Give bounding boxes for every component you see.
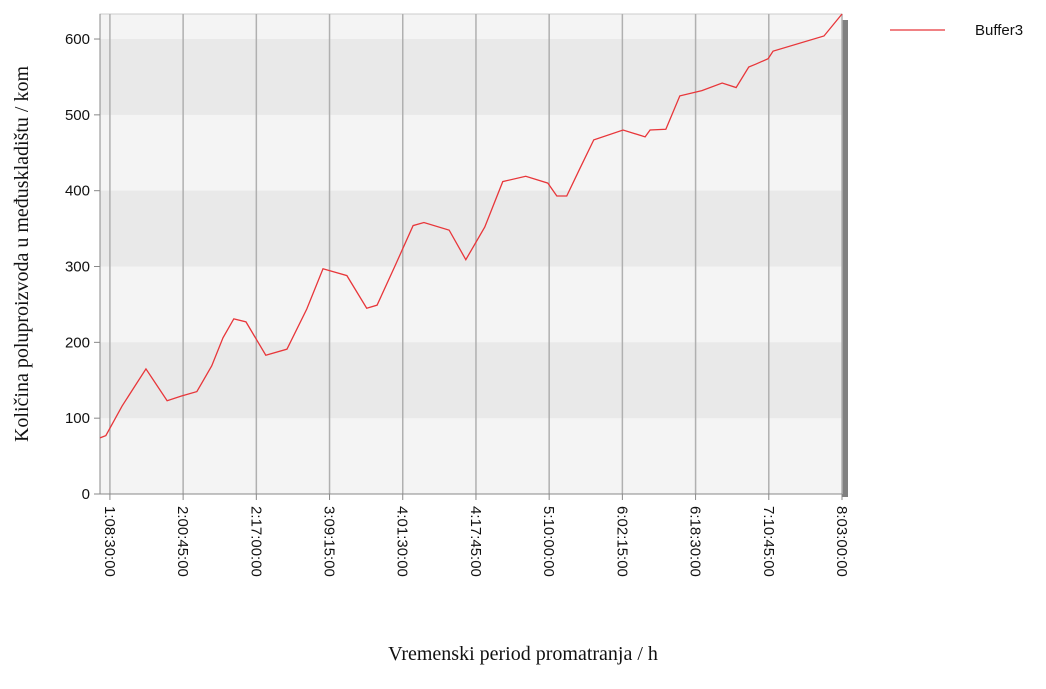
x-tick-label: 6:02:15:00 bbox=[613, 506, 630, 577]
grid-band bbox=[100, 39, 842, 115]
y-tick-label: 600 bbox=[65, 31, 90, 48]
x-tick-label: 3:09:15:00 bbox=[321, 506, 338, 577]
legend-label: Buffer3 bbox=[975, 22, 1023, 39]
plot-shadow bbox=[842, 20, 848, 497]
y-tick-label: 100 bbox=[65, 410, 90, 427]
x-tick-label: 1:08:30:00 bbox=[101, 506, 118, 577]
y-tick-label: 500 bbox=[65, 107, 90, 124]
plot-area bbox=[99, 13, 843, 495]
x-tick-label: 2:00:45:00 bbox=[174, 506, 191, 577]
data-line bbox=[99, 13, 843, 439]
x-tick-label: 4:17:45:00 bbox=[467, 506, 484, 577]
y-tick-label: 300 bbox=[65, 259, 90, 276]
y-tick-label: 200 bbox=[65, 334, 90, 351]
grid-band bbox=[100, 342, 842, 419]
x-axis-label: Vremenski period promatranja / h bbox=[388, 643, 658, 665]
x-tick-label: 7:10:45:00 bbox=[760, 506, 777, 577]
x-tick-label: 2:17:00:00 bbox=[247, 506, 264, 577]
y-tick-label: 0 bbox=[82, 486, 90, 503]
x-tick-label: 4:01:30:00 bbox=[394, 506, 411, 577]
grid-band bbox=[100, 190, 842, 267]
x-tick-label: 6:18:30:00 bbox=[687, 506, 704, 577]
y-tick-label: 400 bbox=[65, 183, 90, 200]
y-axis-label: Količina poluproizvoda u međuskladištu /… bbox=[11, 66, 33, 442]
x-tick-label: 8:03:00:00 bbox=[833, 506, 850, 577]
x-tick-label: 5:10:00:00 bbox=[540, 506, 557, 577]
